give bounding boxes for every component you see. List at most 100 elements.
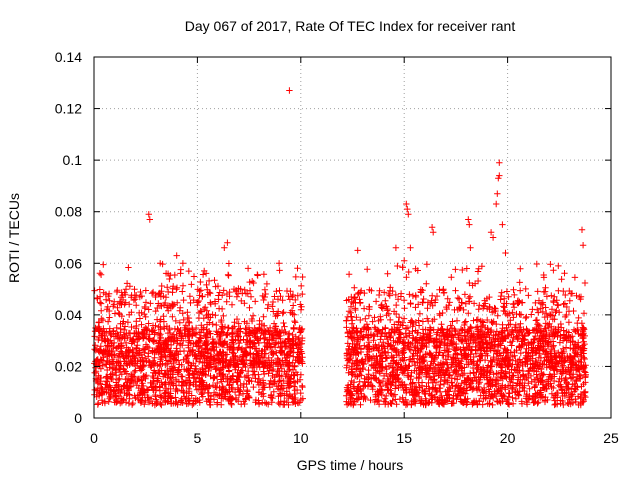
data-point <box>474 268 482 275</box>
data-point <box>356 332 364 339</box>
data-point <box>551 371 558 378</box>
data-point <box>123 359 130 367</box>
data-point <box>146 335 153 342</box>
data-point <box>516 382 524 389</box>
data-point <box>482 333 490 340</box>
data-point <box>110 387 117 395</box>
data-point <box>235 373 242 380</box>
data-point <box>283 354 291 361</box>
data-point <box>549 316 556 323</box>
data-point <box>116 311 123 318</box>
data-point <box>179 282 187 289</box>
data-point <box>466 343 473 350</box>
data-point <box>268 330 275 338</box>
data-point <box>343 324 350 331</box>
data-point <box>351 329 358 337</box>
data-point <box>475 380 482 388</box>
data-point <box>180 316 187 324</box>
data-point <box>580 345 588 352</box>
data-point <box>229 349 236 356</box>
data-point <box>190 370 197 378</box>
data-point <box>227 375 235 382</box>
data-point <box>484 400 491 407</box>
y-tick-label: 0 <box>74 410 82 426</box>
data-point <box>226 359 233 366</box>
data-point <box>238 346 245 354</box>
data-point <box>260 296 267 304</box>
data-point <box>474 358 481 365</box>
data-point <box>196 334 204 341</box>
data-point <box>406 291 413 298</box>
data-point <box>294 371 301 378</box>
data-point <box>580 310 588 317</box>
data-point <box>235 364 242 371</box>
data-point <box>423 280 430 287</box>
data-point <box>175 326 182 334</box>
data-point <box>250 357 257 364</box>
data-point <box>394 367 401 374</box>
data-point <box>497 292 505 300</box>
data-point <box>546 333 553 340</box>
data-point <box>536 363 543 370</box>
data-point <box>96 270 104 277</box>
data-point <box>135 375 143 383</box>
data-point <box>416 356 423 363</box>
data-point <box>544 342 552 350</box>
data-point <box>243 320 251 327</box>
data-point <box>164 367 171 374</box>
data-point <box>197 381 205 388</box>
data-point <box>153 316 161 323</box>
data-point <box>442 388 449 395</box>
data-point <box>577 390 585 398</box>
data-point <box>410 320 417 328</box>
data-point <box>146 216 153 223</box>
data-point <box>358 390 365 397</box>
data-point <box>418 369 426 376</box>
data-point <box>155 290 163 297</box>
data-point <box>533 348 540 356</box>
data-point <box>535 354 542 361</box>
data-point <box>440 380 448 388</box>
data-point <box>503 288 511 295</box>
data-point <box>298 350 306 357</box>
data-point <box>273 360 280 367</box>
data-point <box>399 264 406 271</box>
data-point <box>148 290 156 297</box>
data-point <box>564 384 571 392</box>
data-point <box>382 401 389 408</box>
data-point <box>136 309 143 317</box>
data-point <box>395 318 402 325</box>
data-point <box>110 351 118 358</box>
data-point <box>233 378 240 385</box>
data-point <box>572 367 580 374</box>
data-point <box>392 291 399 299</box>
data-point <box>166 275 173 283</box>
data-point <box>428 297 435 304</box>
data-point <box>544 321 551 329</box>
data-point <box>353 395 360 402</box>
data-point <box>345 308 353 315</box>
data-point <box>432 296 439 304</box>
data-point <box>128 294 135 301</box>
data-point <box>238 358 246 365</box>
data-point <box>174 387 181 395</box>
data-point <box>426 374 434 381</box>
data-point <box>503 362 511 369</box>
data-point <box>289 310 296 318</box>
data-point <box>458 380 465 387</box>
data-point <box>441 376 448 384</box>
data-point <box>134 336 141 343</box>
data-point <box>366 343 373 350</box>
data-point <box>131 329 138 337</box>
data-point <box>400 398 407 405</box>
data-point <box>121 382 128 389</box>
data-point <box>280 401 287 408</box>
data-point <box>176 307 183 314</box>
data-point <box>488 341 496 349</box>
data-point <box>165 335 172 342</box>
data-point <box>465 216 472 223</box>
data-point <box>166 326 173 333</box>
data-point <box>218 316 225 324</box>
data-point <box>101 388 108 395</box>
y-tick-label: 0.02 <box>55 358 82 374</box>
